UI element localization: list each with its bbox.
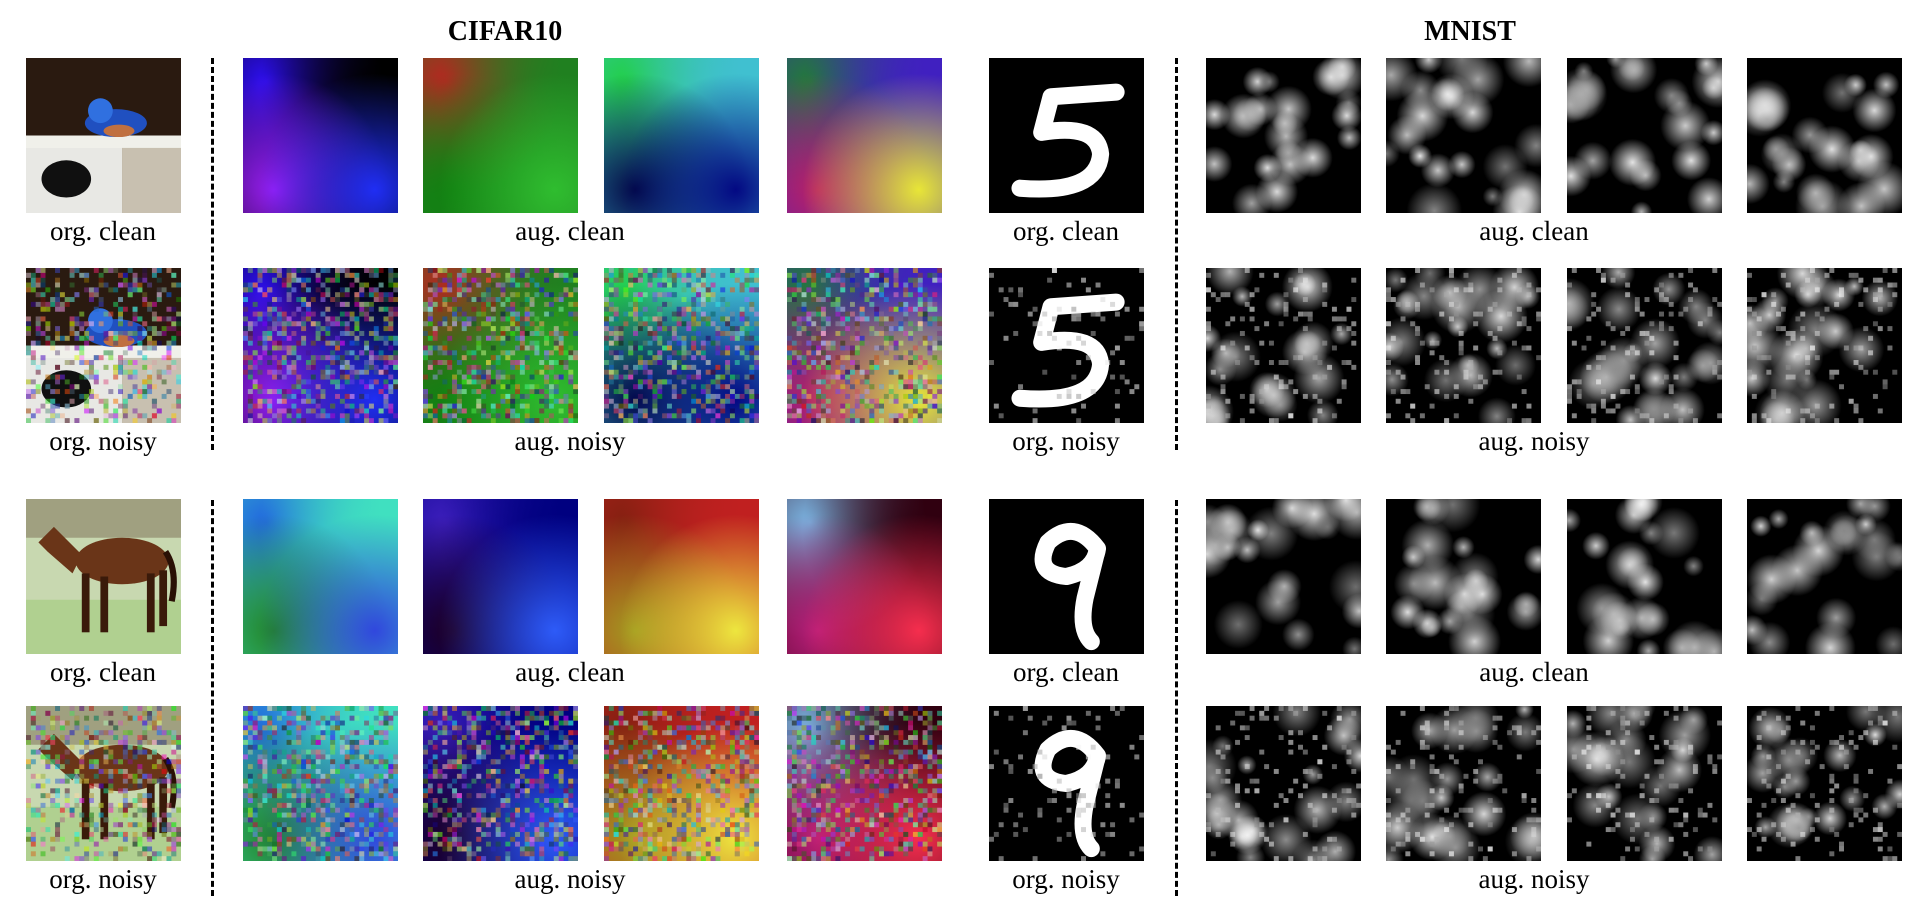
caption-cifar-augmented: aug. noisy <box>514 426 626 456</box>
cifar-separator-bottom <box>211 500 214 896</box>
cifar-augmented-noisy <box>423 706 578 861</box>
caption-cifar-original: org. noisy <box>49 426 157 456</box>
mnist-augmented-clean <box>1206 58 1361 213</box>
caption-cifar-augmented: aug. noisy <box>514 864 626 894</box>
cifar-augmented-clean <box>243 58 398 213</box>
cifar-original-noisy <box>26 706 181 861</box>
cifar10-title: CIFAR10 <box>447 16 563 47</box>
caption-cifar-augmented: aug. clean <box>515 657 625 687</box>
mnist-augmented-clean <box>1567 58 1722 213</box>
mnist-augmented-noisy <box>1206 268 1361 423</box>
mnist-separator-bottom <box>1175 500 1178 896</box>
cifar-augmented-noisy <box>243 706 398 861</box>
mnist-original-clean <box>989 499 1144 654</box>
mnist-augmented-clean <box>1386 499 1541 654</box>
cifar-augmented-noisy <box>787 706 942 861</box>
mnist-title: MNIST <box>1424 16 1516 47</box>
caption-cifar-original: org. clean <box>50 657 156 687</box>
caption-mnist-augmented: aug. clean <box>1479 657 1589 687</box>
mnist-original-noisy <box>989 706 1144 861</box>
mnist-augmented-clean <box>1747 499 1902 654</box>
caption-mnist-augmented: aug. noisy <box>1478 426 1590 456</box>
mnist-augmented-clean <box>1567 499 1722 654</box>
mnist-augmented-noisy <box>1747 706 1902 861</box>
caption-mnist-augmented: aug. clean <box>1479 216 1589 246</box>
caption-mnist-original: org. noisy <box>1012 426 1120 456</box>
mnist-augmented-noisy <box>1567 706 1722 861</box>
mnist-original-noisy <box>989 268 1144 423</box>
cifar-augmented-clean <box>604 58 759 213</box>
mnist-augmented-clean <box>1386 58 1541 213</box>
cifar-original-clean <box>26 499 181 654</box>
mnist-augmented-noisy <box>1386 268 1541 423</box>
cifar-augmented-noisy <box>787 268 942 423</box>
cifar-augmented-clean <box>423 58 578 213</box>
caption-cifar-original: org. clean <box>50 216 156 246</box>
caption-cifar-original: org. noisy <box>49 864 157 894</box>
caption-mnist-original: org. noisy <box>1012 864 1120 894</box>
mnist-augmented-noisy <box>1386 706 1541 861</box>
cifar-augmented-noisy <box>423 268 578 423</box>
caption-mnist-original: org. clean <box>1013 657 1119 687</box>
caption-cifar-augmented: aug. clean <box>515 216 625 246</box>
mnist-augmented-noisy <box>1567 268 1722 423</box>
caption-mnist-original: org. clean <box>1013 216 1119 246</box>
cifar-augmented-clean <box>423 499 578 654</box>
cifar-augmented-noisy <box>243 268 398 423</box>
cifar-augmented-clean <box>787 499 942 654</box>
cifar-augmented-noisy <box>604 706 759 861</box>
mnist-augmented-clean <box>1206 499 1361 654</box>
mnist-augmented-noisy <box>1206 706 1361 861</box>
cifar-augmented-clean <box>243 499 398 654</box>
cifar-separator-top <box>211 58 214 450</box>
cifar-original-clean <box>26 58 181 213</box>
cifar-augmented-clean <box>604 499 759 654</box>
cifar-original-noisy <box>26 268 181 423</box>
caption-mnist-augmented: aug. noisy <box>1478 864 1590 894</box>
cifar-augmented-clean <box>787 58 942 213</box>
mnist-augmented-clean <box>1747 58 1902 213</box>
cifar-augmented-noisy <box>604 268 759 423</box>
mnist-original-clean <box>989 58 1144 213</box>
mnist-augmented-noisy <box>1747 268 1902 423</box>
mnist-separator-top <box>1175 58 1178 450</box>
